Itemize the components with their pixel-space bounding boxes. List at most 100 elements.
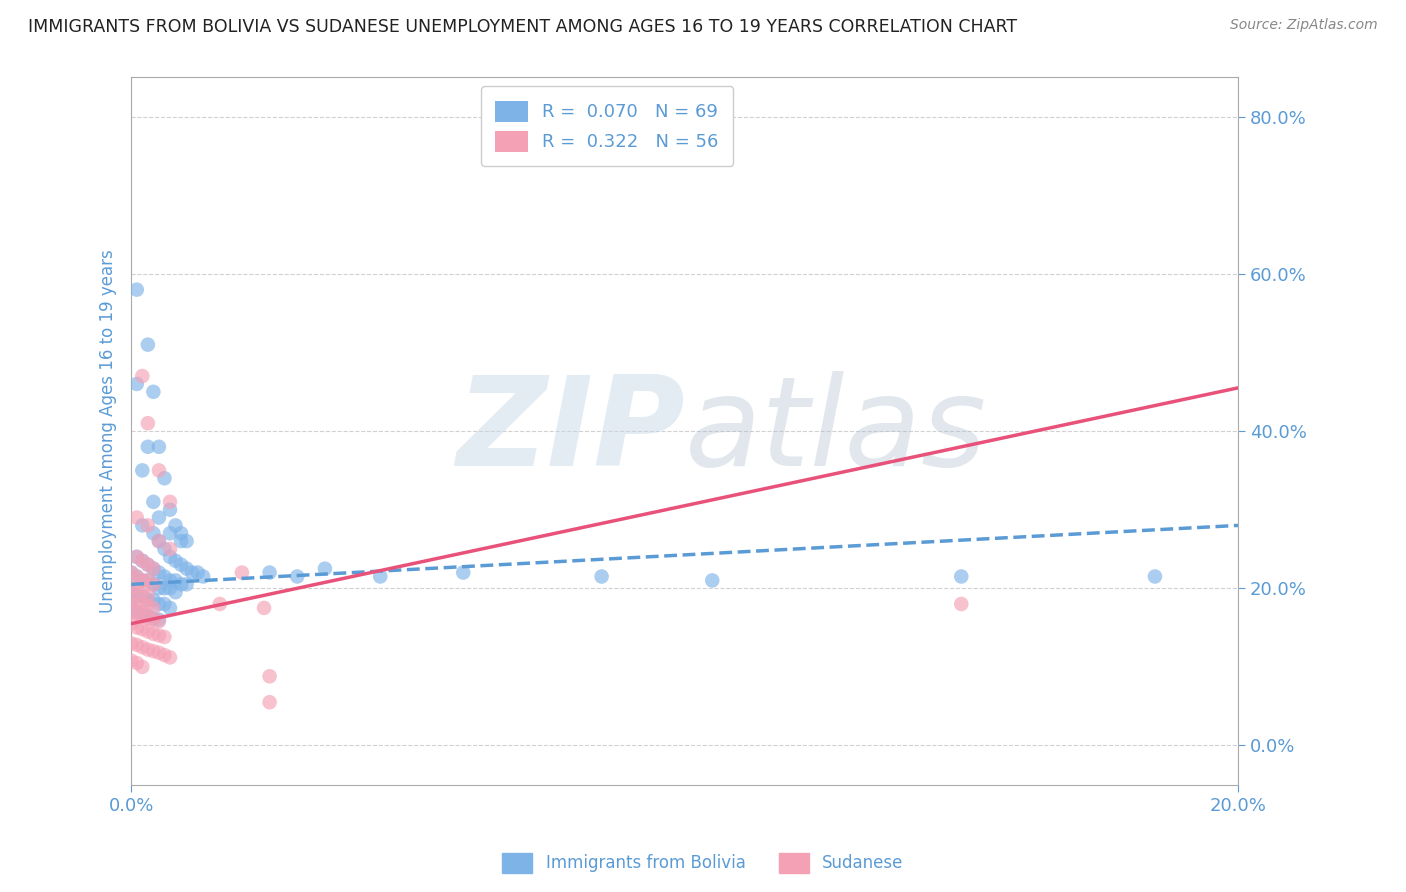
Point	[131, 597, 153, 611]
Point	[136, 574, 159, 588]
Point	[136, 558, 159, 572]
Point	[159, 549, 181, 564]
Point	[131, 622, 153, 636]
Point	[136, 558, 159, 572]
Point	[120, 616, 142, 631]
Point	[136, 593, 159, 607]
Point	[125, 569, 148, 583]
Point	[142, 593, 165, 607]
Point	[125, 582, 148, 596]
Point	[170, 534, 193, 549]
Point	[142, 577, 165, 591]
Point	[131, 607, 153, 621]
Point	[125, 569, 148, 583]
Point	[120, 654, 142, 668]
Point	[165, 554, 187, 568]
Point	[314, 561, 336, 575]
Point	[125, 638, 148, 652]
Point	[148, 510, 170, 524]
Point	[153, 630, 176, 644]
Point	[148, 534, 170, 549]
Point	[176, 577, 198, 591]
Point	[142, 561, 165, 575]
Point	[120, 605, 142, 619]
Point	[136, 599, 159, 613]
Point	[142, 601, 165, 615]
Point	[125, 605, 148, 619]
Point	[148, 628, 170, 642]
Point	[153, 471, 176, 485]
Point	[148, 582, 170, 596]
Point	[131, 574, 153, 588]
Point	[142, 384, 165, 399]
Point	[136, 642, 159, 657]
Point	[159, 495, 181, 509]
Point	[153, 648, 176, 662]
Point	[131, 585, 153, 599]
Point	[451, 566, 474, 580]
Point	[136, 589, 159, 603]
Text: Source: ZipAtlas.com: Source: ZipAtlas.com	[1230, 18, 1378, 32]
Point	[125, 549, 148, 564]
Point	[136, 518, 159, 533]
Point	[131, 554, 153, 568]
Point	[136, 337, 159, 351]
Point	[131, 518, 153, 533]
Point	[170, 558, 193, 572]
Point	[131, 660, 153, 674]
Point	[153, 597, 176, 611]
Point	[142, 613, 165, 627]
Point	[153, 569, 176, 583]
Point	[259, 695, 281, 709]
Point	[136, 440, 159, 454]
Point	[148, 566, 170, 580]
Point	[142, 627, 165, 641]
Point	[165, 585, 187, 599]
Point	[131, 463, 153, 477]
Point	[159, 502, 181, 516]
Point	[950, 569, 973, 583]
Y-axis label: Unemployment Among Ages 16 to 19 years: Unemployment Among Ages 16 to 19 years	[100, 249, 117, 613]
Point	[259, 566, 281, 580]
Point	[136, 611, 159, 625]
Point	[148, 597, 170, 611]
Legend: R =  0.070   N = 69, R =  0.322   N = 56: R = 0.070 N = 69, R = 0.322 N = 56	[481, 87, 734, 166]
Point	[208, 597, 231, 611]
Point	[148, 534, 170, 549]
Point	[131, 640, 153, 655]
Point	[142, 526, 165, 541]
Point	[142, 495, 165, 509]
Point	[142, 561, 165, 575]
Point	[148, 440, 170, 454]
Point	[120, 582, 142, 596]
Point	[136, 624, 159, 639]
Point	[142, 577, 165, 591]
Point	[170, 577, 193, 591]
Point	[165, 518, 187, 533]
Point	[193, 569, 215, 583]
Point	[181, 566, 204, 580]
Point	[591, 569, 613, 583]
Point	[148, 463, 170, 477]
Point	[153, 541, 176, 556]
Point	[131, 589, 153, 603]
Point	[153, 582, 176, 596]
Point	[120, 593, 142, 607]
Point	[125, 589, 148, 603]
Point	[148, 613, 170, 627]
Point	[136, 416, 159, 430]
Point	[142, 611, 165, 625]
Point	[187, 566, 209, 580]
Point	[159, 526, 181, 541]
Point	[142, 644, 165, 658]
Point	[131, 369, 153, 384]
Point	[159, 650, 181, 665]
Point	[368, 569, 391, 583]
Point	[125, 549, 148, 564]
Point	[125, 595, 148, 609]
Point	[120, 601, 142, 615]
Point	[253, 601, 276, 615]
Point	[120, 636, 142, 650]
Point	[125, 621, 148, 635]
Point	[125, 510, 148, 524]
